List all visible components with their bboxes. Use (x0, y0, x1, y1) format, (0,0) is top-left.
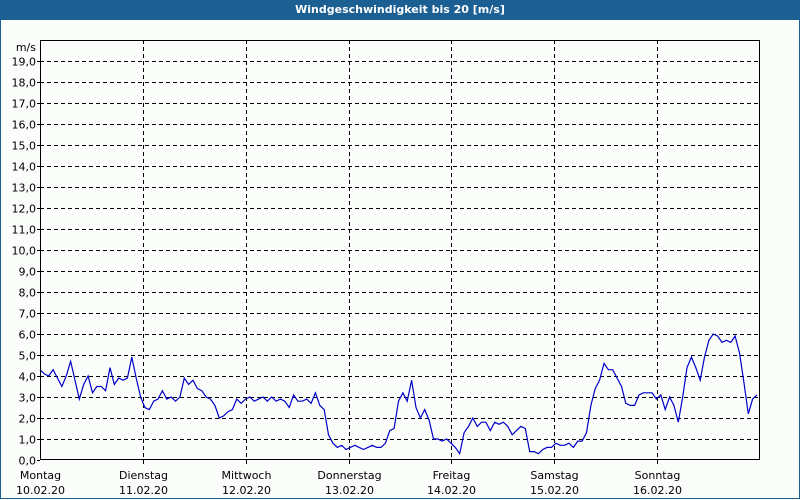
x-day-label: Samstag (530, 469, 578, 482)
x-date-label: 16.02.20 (633, 484, 682, 497)
y-tick-label: 16,0 (12, 119, 37, 132)
x-day-label: Donnerstag (317, 469, 381, 482)
y-tick-label: 18,0 (12, 77, 37, 90)
y-tick-label: 9,0 (19, 266, 37, 279)
x-day-label: Sonntag (635, 469, 681, 482)
y-tick-label: 2,0 (19, 413, 37, 426)
chart-title: Windgeschwindigkeit bis 20 [m/s] (0, 0, 800, 20)
y-tick-label: 10,0 (12, 245, 37, 258)
plot-frame (40, 40, 760, 460)
x-day-label: Montag (20, 469, 61, 482)
x-day-label: Mittwoch (222, 469, 272, 482)
y-tick-label: 8,0 (19, 287, 37, 300)
y-axis: 0,0 1,0 2,0 3,0 4,0 5,0 6,0 7,0 8,0 9,0 10,0 11,0 12… (12, 41, 40, 468)
y-tick-label: 5,0 (19, 350, 37, 363)
y-tick-label: 1,0 (19, 434, 37, 447)
x-date-label: 15.02.20 (530, 484, 579, 497)
y-tick-label: 12,0 (12, 203, 37, 216)
wind-speed-line (39, 333, 758, 456)
x-axis: Montag 10.02.20 Dienstag 11.02.20 Mittwoch 12… (16, 469, 682, 497)
x-date-label: 13.02.20 (325, 484, 374, 497)
y-tick-label: 17,0 (12, 98, 37, 111)
grid-lines (40, 40, 760, 464)
x-day-label: Dienstag (119, 469, 168, 482)
y-tick-label: 4,0 (19, 371, 37, 384)
y-tick-label: 13,0 (12, 182, 37, 195)
y-tick-label: 6,0 (19, 329, 37, 342)
x-date-label: 11.02.20 (119, 484, 168, 497)
x-day-label: Freitag (433, 469, 471, 482)
y-tick-label: 0,0 (19, 455, 37, 468)
y-tick-label: 7,0 (19, 308, 37, 321)
y-tick-label: 3,0 (19, 392, 37, 405)
y-tick-label: 19,0 (12, 56, 37, 69)
x-date-label: 14.02.20 (427, 484, 476, 497)
y-tick-label: 14,0 (12, 161, 37, 174)
y-tick-label: 11,0 (12, 224, 37, 237)
x-date-label: 12.02.20 (222, 484, 271, 497)
y-tick-label: 15,0 (12, 140, 37, 153)
x-date-label: 10.02.20 (16, 484, 65, 497)
y-unit-label: m/s (16, 41, 36, 54)
